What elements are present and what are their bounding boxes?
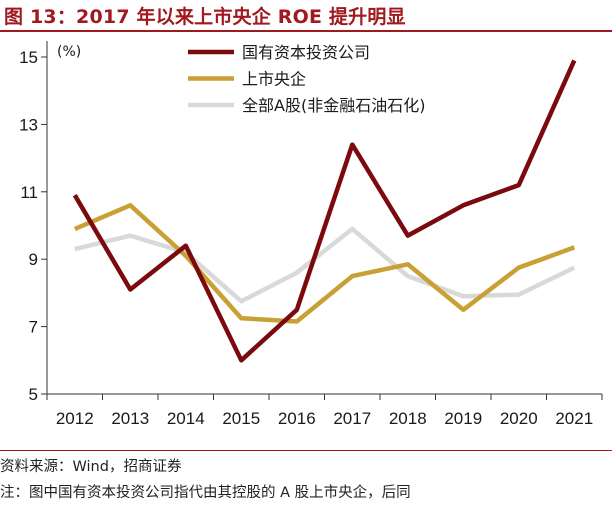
title-rule — [0, 30, 612, 32]
x-tick-label: 2018 — [389, 409, 427, 428]
legend-label-3: 全部A股(非金融石油石化) — [242, 96, 425, 115]
note-text: 注：图中国有资本投资公司指代由其控股的 A 股上市央企，后同 — [0, 485, 411, 501]
legend-label-1: 国有资本投资公司 — [242, 43, 370, 62]
chart-axes: 5 7 9 11 13 15 2012 2013 2014 2015 2016 2017 2018 201… — [19, 41, 603, 428]
x-tick-label: 2019 — [444, 409, 482, 428]
x-tick-label: 2021 — [555, 409, 593, 428]
y-tick-label: 13 — [19, 115, 38, 134]
legend-label-2: 上市央企 — [242, 70, 306, 89]
y-unit-label: (%) — [57, 44, 81, 60]
figure-title: 图 13：2017 年以来上市央企 ROE 提升明显 — [4, 6, 406, 28]
x-tick-label: 2015 — [222, 409, 260, 428]
series-line-1 — [72, 59, 577, 363]
bottom-rule — [0, 450, 612, 451]
x-tick-label: 2017 — [333, 409, 371, 428]
y-tick-label: 15 — [19, 48, 38, 67]
x-tick-label: 2013 — [111, 409, 149, 428]
line-chart: 5 7 9 11 13 15 2012 2013 2014 2015 2016 2017 2018 201… — [19, 41, 603, 428]
y-tick-label: 9 — [29, 250, 38, 269]
y-tick-label: 7 — [29, 318, 38, 337]
y-tick-label: 11 — [20, 183, 38, 202]
source-text: 资料来源：Wind，招商证券 — [0, 459, 182, 475]
series-layer — [72, 59, 577, 363]
x-tick-label: 2014 — [167, 409, 205, 428]
x-tick-label: 2016 — [278, 409, 316, 428]
series-line-3 — [74, 226, 576, 304]
series-line-2 — [73, 203, 576, 324]
x-tick-label: 2012 — [56, 409, 94, 428]
x-tick-label: 2020 — [500, 409, 538, 428]
y-tick-label: 5 — [29, 385, 38, 404]
